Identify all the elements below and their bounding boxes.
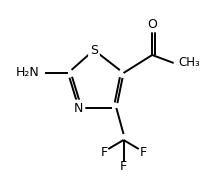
Text: F: F bbox=[120, 160, 127, 173]
Text: H₂N: H₂N bbox=[16, 66, 39, 79]
Text: N: N bbox=[74, 102, 83, 114]
Text: O: O bbox=[147, 17, 157, 31]
Text: S: S bbox=[90, 43, 98, 56]
Text: F: F bbox=[140, 146, 147, 158]
Text: F: F bbox=[100, 146, 107, 158]
Text: CH₃: CH₃ bbox=[178, 56, 200, 70]
